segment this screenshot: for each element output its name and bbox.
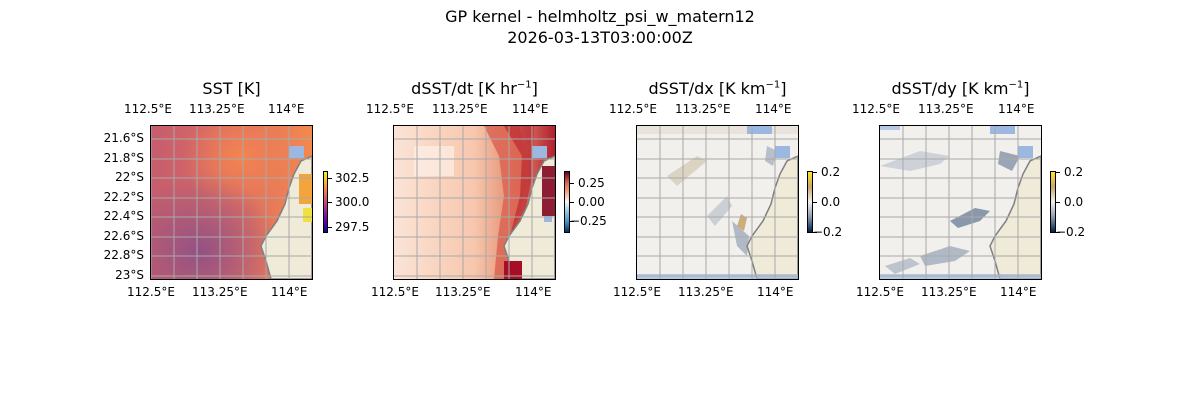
cbar-tick-mark — [570, 202, 574, 203]
cbar-tick-label: 0.00 — [578, 195, 605, 209]
dsst-dy-colorbar — [1050, 171, 1056, 233]
cbar-tick-mark — [1056, 232, 1060, 233]
x-tick-bottom-2: 113.25°E — [435, 285, 491, 299]
panel-title-sup: −1 — [516, 79, 532, 91]
y-tick: 22.8°S — [103, 248, 144, 262]
y-tick: 21.6°S — [103, 131, 144, 145]
x-tick-bottom-3: 114°E — [1000, 285, 1037, 299]
x-tick-bottom-3: 114°E — [271, 285, 308, 299]
dsst-dt-colorbar — [564, 171, 570, 233]
cbar-tick-mark — [1056, 172, 1060, 173]
y-tick: 22.2°S — [103, 190, 144, 204]
dsst-dt-map — [393, 125, 556, 280]
cbar-tick-label: 302.5 — [335, 171, 370, 185]
cbar-tick-label: 0.2 — [1064, 165, 1084, 179]
dsst-dx-colorbar — [807, 171, 813, 233]
cbar-tick-label: 300.0 — [335, 195, 370, 209]
cbar-tick-mark — [328, 227, 332, 228]
cbar-tick-label: 0.2 — [821, 165, 841, 179]
x-tick-top-2: 113.25°E — [675, 102, 731, 116]
cbar-tick-mark — [813, 202, 817, 203]
x-tick-bottom-1: 112.5°E — [856, 285, 904, 299]
cbar-tick-label: 297.5 — [335, 220, 370, 234]
panel-title-end: ] — [1023, 79, 1030, 98]
x-tick-top-2: 113.25°E — [189, 102, 245, 116]
x-tick-bottom-2: 113.25°E — [921, 285, 977, 299]
panel-title-sst: SST [K] — [150, 79, 313, 98]
cbar-tick-label: 0.0 — [1064, 195, 1084, 209]
x-tick-bottom-2: 113.25°E — [192, 285, 248, 299]
x-tick-top-1: 112.5°E — [852, 102, 900, 116]
x-tick-top-1: 112.5°E — [366, 102, 414, 116]
cbar-tick-mark — [570, 183, 574, 184]
panel-title-sup: −1 — [1008, 79, 1024, 91]
y-tick: 23°S — [115, 268, 144, 282]
x-tick-top-3: 114°E — [512, 102, 549, 116]
x-tick-top-3: 114°E — [268, 102, 305, 116]
cbar-tick-mark — [328, 178, 332, 179]
y-tick: 22°S — [115, 170, 144, 184]
x-tick-top-1: 112.5°E — [609, 102, 657, 116]
x-tick-top-2: 113.25°E — [432, 102, 488, 116]
panel-title-text: dSST/dx [K km — [648, 79, 766, 98]
cbar-tick-label: −0.2 — [1056, 225, 1086, 239]
dsst-dx-map — [636, 125, 799, 280]
panel-title-end: ] — [531, 79, 538, 98]
x-tick-bottom-1: 112.5°E — [371, 285, 419, 299]
cbar-tick-label: 0.25 — [578, 176, 605, 190]
x-tick-top-1: 112.5°E — [124, 102, 172, 116]
panel-title-dsst-dx: dSST/dx [K km−1] — [636, 79, 799, 98]
y-tick: 22.4°S — [103, 209, 144, 223]
y-tick: 21.8°S — [103, 151, 144, 165]
panel-title-sup: −1 — [765, 79, 781, 91]
x-tick-bottom-3: 114°E — [515, 285, 552, 299]
cbar-tick-mark — [1056, 202, 1060, 203]
panel-title-dsst-dy: dSST/dy [K km−1] — [879, 79, 1042, 98]
x-tick-top-2: 113.25°E — [918, 102, 974, 116]
sst-colorbar — [323, 171, 328, 233]
dsst-dy-map — [879, 125, 1042, 280]
panel-title-dsst-dt: dSST/dt [K hr−1] — [393, 79, 556, 98]
panel-title-text: dSST/dt [K hr — [411, 79, 517, 98]
cbar-tick-label: −0.2 — [813, 225, 843, 239]
cbar-tick-mark — [570, 221, 574, 222]
x-tick-top-3: 114°E — [755, 102, 792, 116]
cbar-tick-mark — [813, 232, 817, 233]
y-tick: 22.6°S — [103, 229, 144, 243]
x-tick-bottom-1: 112.5°E — [613, 285, 661, 299]
panel-title-text: SST [K] — [202, 79, 261, 98]
cbar-tick-mark — [328, 202, 332, 203]
x-tick-bottom-2: 113.25°E — [678, 285, 734, 299]
x-tick-top-3: 114°E — [998, 102, 1035, 116]
x-tick-bottom-3: 114°E — [757, 285, 794, 299]
cbar-tick-label: −0.25 — [570, 214, 607, 228]
x-tick-bottom-1: 112.5°E — [127, 285, 175, 299]
figure-title-line1: GP kernel - helmholtz_psi_w_matern12 — [445, 7, 755, 26]
sst-map — [150, 125, 313, 280]
panel-title-end: ] — [780, 79, 787, 98]
cbar-tick-mark — [813, 172, 817, 173]
figure-title-line2: 2026-03-13T03:00:00Z — [507, 28, 693, 47]
panel-title-text: dSST/dy [K km — [891, 79, 1009, 98]
cbar-tick-label: 0.0 — [821, 195, 841, 209]
